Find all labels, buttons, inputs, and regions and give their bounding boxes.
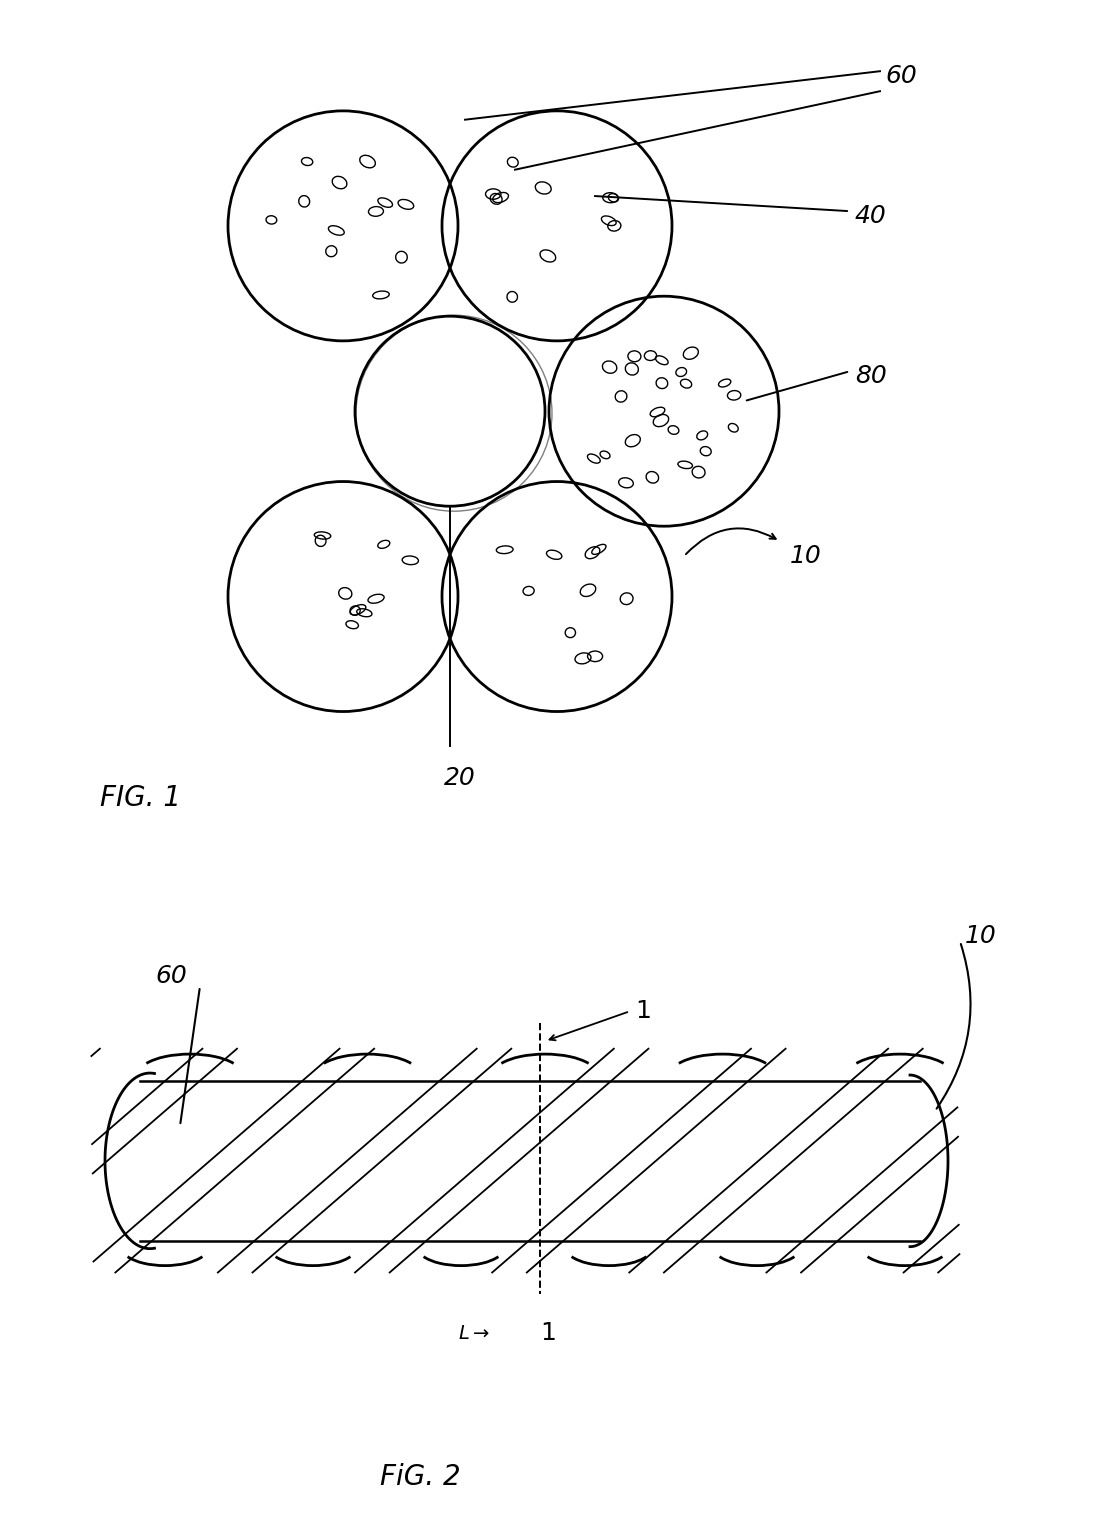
Text: FiG. 2: FiG. 2 [380, 1463, 460, 1491]
Text: 40: 40 [855, 205, 887, 228]
Polygon shape [95, 1063, 955, 1258]
Text: 80: 80 [855, 363, 887, 388]
Text: 60: 60 [155, 964, 187, 989]
Text: 60: 60 [885, 65, 917, 88]
Text: 10: 10 [965, 924, 996, 949]
Text: 20: 20 [445, 767, 476, 790]
Text: $L \rightarrow$: $L \rightarrow$ [458, 1324, 490, 1343]
Text: 1: 1 [634, 999, 651, 1023]
Text: FIG. 1: FIG. 1 [101, 784, 181, 812]
Text: 10: 10 [790, 544, 822, 568]
Text: 1: 1 [540, 1321, 556, 1346]
